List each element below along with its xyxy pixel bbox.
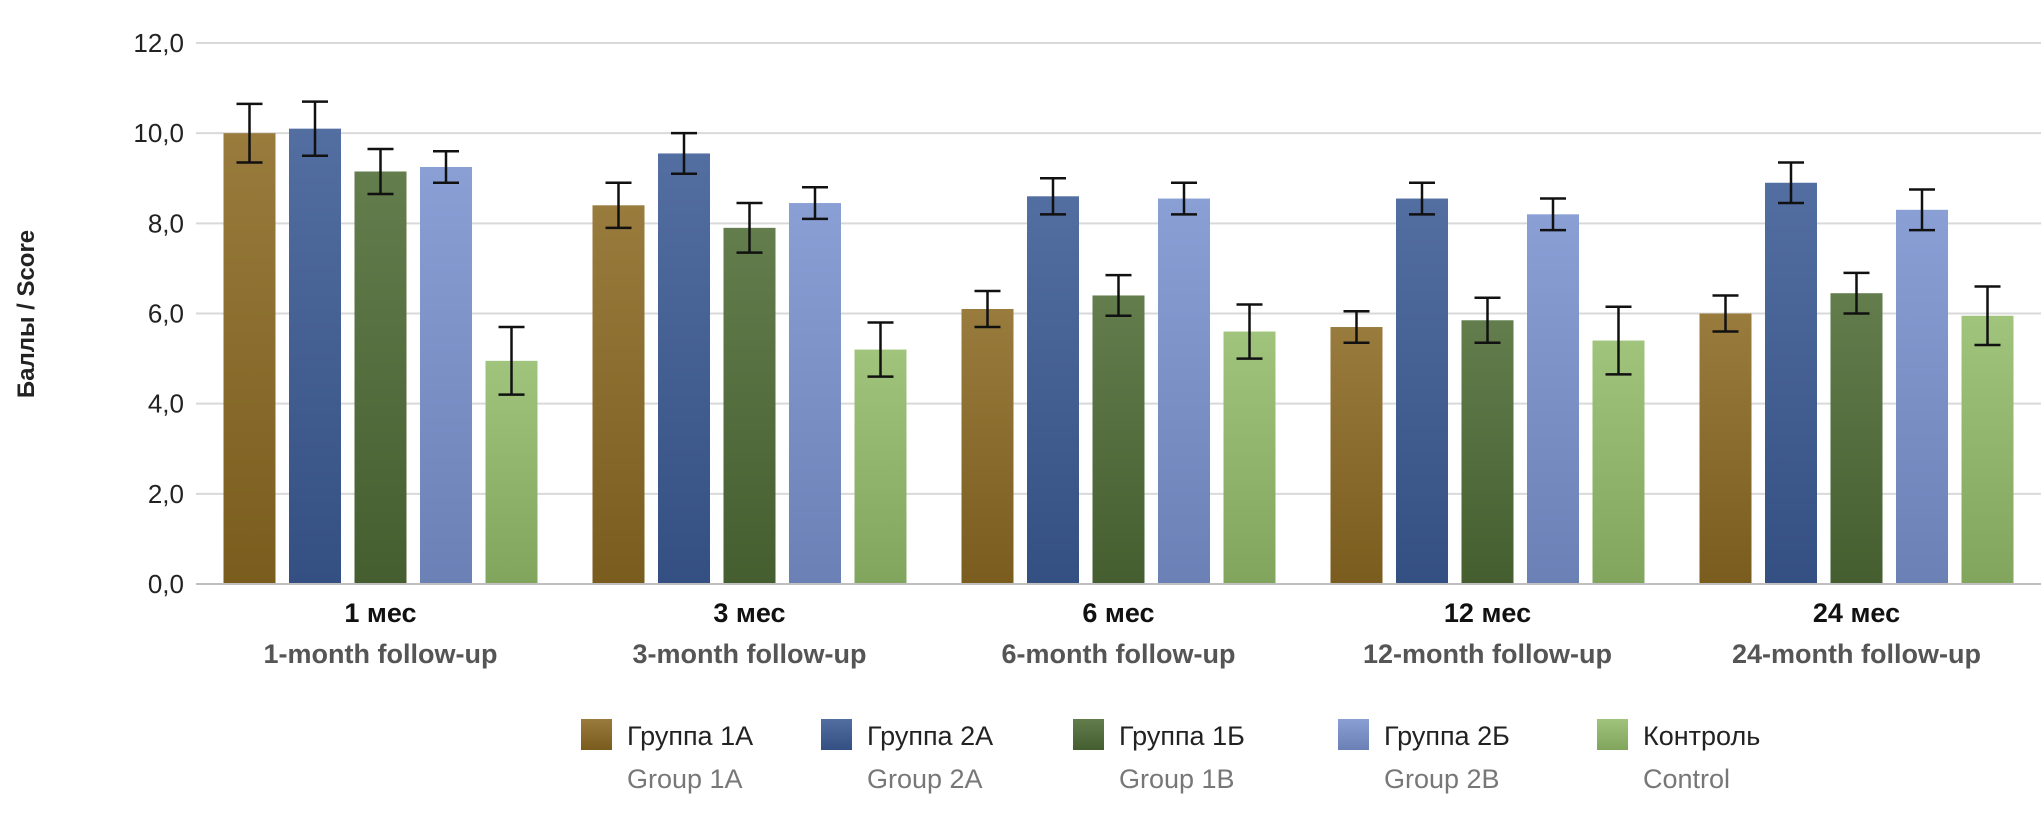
error-bar xyxy=(867,321,894,378)
error-bar xyxy=(1843,271,1870,315)
bar xyxy=(723,227,776,584)
y-tick-label: 10,0 xyxy=(133,118,184,148)
legend-sublabel: Group 1B xyxy=(1119,764,1235,794)
legend-label: Группа 1Б xyxy=(1119,721,1245,751)
error-bar xyxy=(1540,197,1566,232)
bar xyxy=(658,153,710,584)
legend-label: Группа 2А xyxy=(867,721,993,751)
error-bar xyxy=(367,147,394,196)
error-bar xyxy=(1105,273,1132,318)
y-tick-label: 0,0 xyxy=(148,569,184,599)
bar xyxy=(1027,196,1079,585)
legend-swatch xyxy=(821,719,852,750)
legend-item: Группа 2А Group 2A xyxy=(821,719,993,794)
bar xyxy=(1158,198,1210,584)
x-category-label: 3 мес xyxy=(713,598,785,628)
error-bar xyxy=(1605,305,1632,376)
x-category-label: 6 мес xyxy=(1082,598,1154,628)
error-bar xyxy=(1909,188,1935,232)
legend-label: Группа 1А xyxy=(627,721,753,751)
legend-swatch xyxy=(1597,719,1628,750)
bar xyxy=(1092,295,1145,584)
error-bar xyxy=(1974,285,2001,347)
bar xyxy=(1830,293,1883,584)
error-bar xyxy=(302,100,328,157)
bar xyxy=(420,166,472,584)
bar xyxy=(289,128,341,585)
error-bar xyxy=(433,149,459,185)
error-bar xyxy=(1409,181,1435,216)
error-bar xyxy=(1236,303,1263,360)
bar xyxy=(1461,320,1514,584)
y-tick-label: 8,0 xyxy=(148,208,184,238)
bar xyxy=(1330,327,1383,584)
x-category-label: 12 мес xyxy=(1444,598,1531,628)
error-bar xyxy=(1343,309,1370,345)
error-bar xyxy=(1171,181,1197,216)
x-category-label: 24 мес xyxy=(1813,598,1900,628)
error-bar xyxy=(236,102,263,164)
x-category-sublabel: 3-month follow-up xyxy=(633,639,867,669)
error-bar xyxy=(1778,161,1804,205)
bar xyxy=(961,308,1014,584)
error-bar xyxy=(1040,177,1066,216)
bar xyxy=(485,360,538,584)
error-bar xyxy=(974,289,1001,329)
x-category-sublabel: 12-month follow-up xyxy=(1363,639,1612,669)
legend-swatch xyxy=(581,719,612,750)
bar xyxy=(223,133,276,584)
bar xyxy=(1765,182,1817,584)
error-bar xyxy=(498,325,525,396)
error-bars xyxy=(236,100,2001,396)
error-bar xyxy=(1474,296,1501,345)
bar xyxy=(1527,214,1579,585)
error-bar xyxy=(1712,294,1739,333)
bar xyxy=(1961,315,2014,584)
y-axis-label: Баллы / Score xyxy=(13,230,40,398)
error-bar xyxy=(605,181,632,230)
y-tick-label: 4,0 xyxy=(148,389,184,419)
x-category-label: 1 мес xyxy=(344,598,416,628)
bar xyxy=(1896,209,1948,584)
y-tick-label: 12,0 xyxy=(133,28,184,58)
legend-swatch xyxy=(1338,719,1369,750)
legend-item: Контроль Control xyxy=(1597,719,1760,794)
y-axis-ticks: 0,0 2,0 4,0 6,0 8,0 10,0 12,0 xyxy=(133,28,184,599)
legend-sublabel: Control xyxy=(1643,764,1730,794)
legend-sublabel: Group 1A xyxy=(627,764,743,794)
bar xyxy=(854,349,907,584)
legend-sublabel: Group 2B xyxy=(1384,764,1500,794)
legend-sublabel: Group 2A xyxy=(867,764,983,794)
x-axis-categories: 1 мес 1-month follow-up 3 мес 3-month follo… xyxy=(264,598,1981,669)
y-tick-label: 6,0 xyxy=(148,299,184,329)
legend-label: Группа 2Б xyxy=(1384,721,1510,751)
legend-item: Группа 2Б Group 2B xyxy=(1338,719,1510,794)
legend-item: Группа 1А Group 1A xyxy=(581,719,753,794)
error-bar xyxy=(736,201,763,254)
bar xyxy=(1396,198,1448,584)
legend-swatch xyxy=(1073,719,1104,750)
bar xyxy=(1223,331,1276,584)
bar xyxy=(1592,340,1645,584)
bar xyxy=(1699,313,1752,584)
legend-item: Группа 1Б Group 1B xyxy=(1073,719,1245,794)
error-bar xyxy=(802,186,828,221)
bar xyxy=(789,203,841,584)
x-category-sublabel: 24-month follow-up xyxy=(1732,639,1981,669)
bar xyxy=(592,205,645,585)
bars xyxy=(223,128,2014,585)
legend-label: Контроль xyxy=(1643,721,1760,751)
error-bar xyxy=(671,131,697,175)
bar xyxy=(354,171,407,585)
y-tick-label: 2,0 xyxy=(148,479,184,509)
x-category-sublabel: 6-month follow-up xyxy=(1002,639,1236,669)
x-category-sublabel: 1-month follow-up xyxy=(264,639,498,669)
